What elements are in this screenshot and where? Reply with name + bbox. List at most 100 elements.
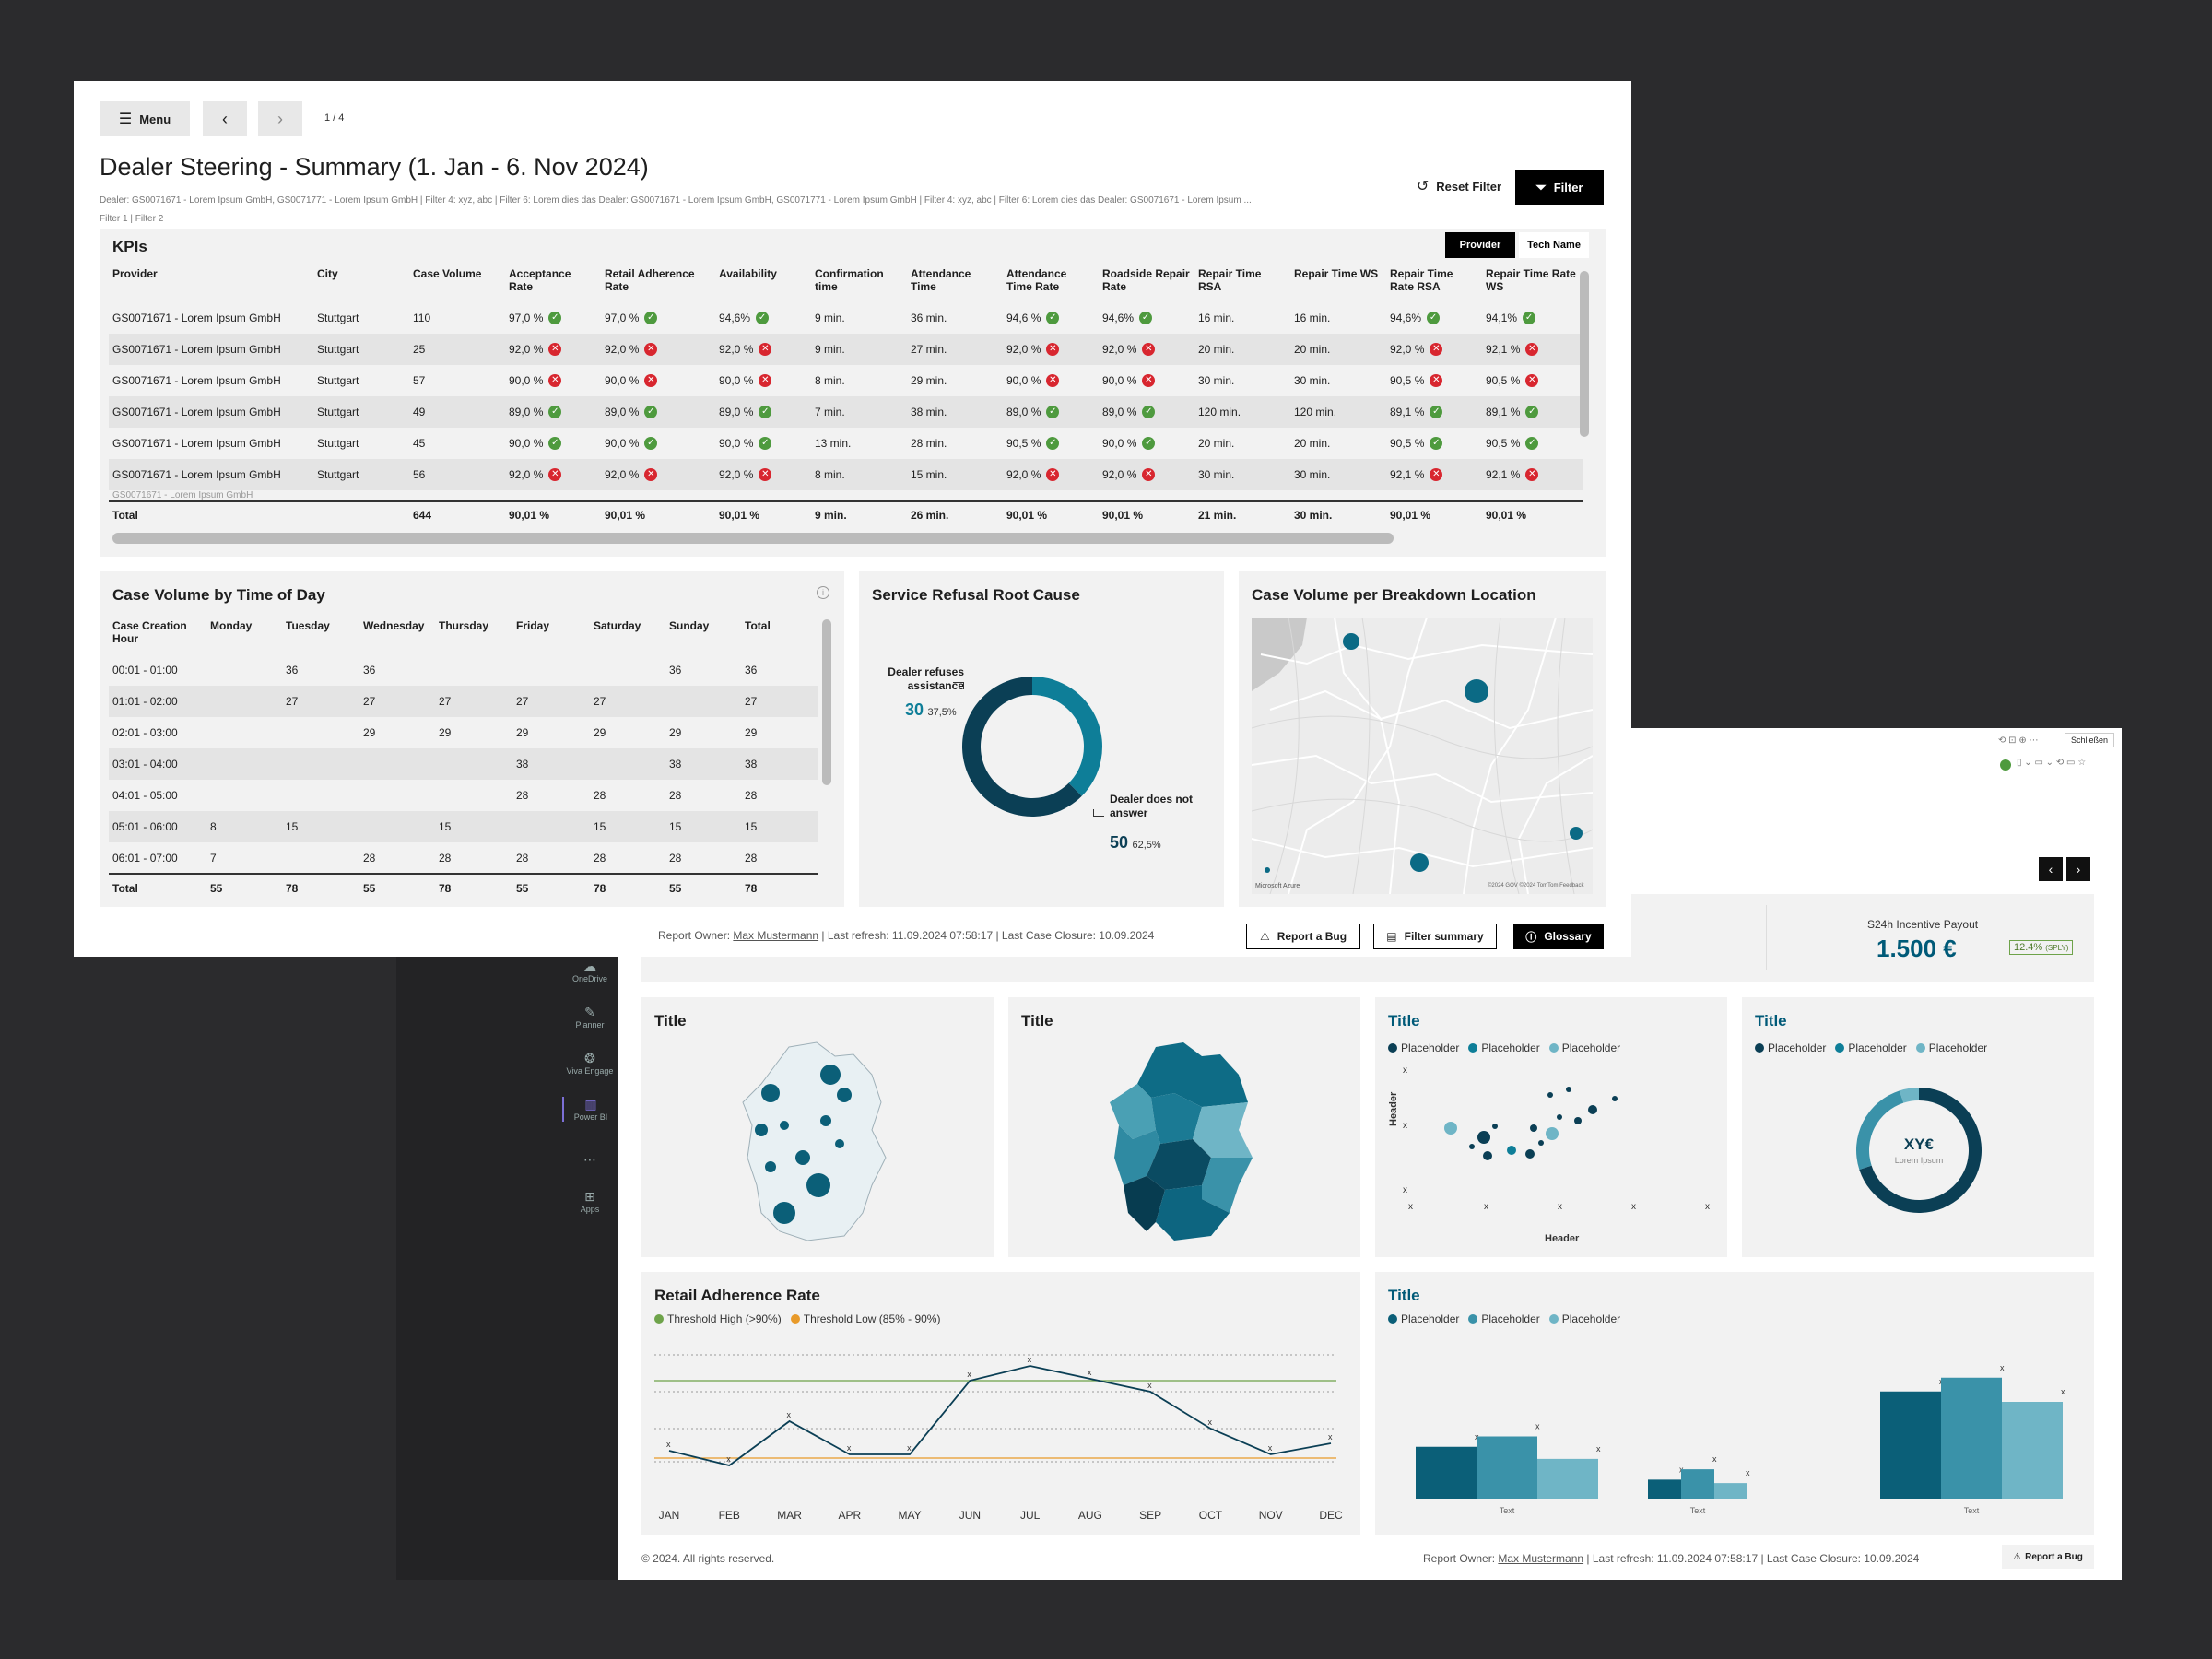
kpi-column-header[interactable]: Roadside Repair Rate	[1102, 267, 1190, 293]
report-bug-button[interactable]: ⚠ Report a Bug	[2002, 1545, 2094, 1569]
data-point-marker[interactable]: x	[1088, 1368, 1092, 1377]
donut-slice[interactable]	[1899, 1088, 1919, 1103]
kpi-column-header[interactable]: Attendance Time	[911, 267, 971, 293]
case-volume-column-header[interactable]: Sunday	[669, 619, 710, 632]
sidebar-item-apps[interactable]: ⊞ Apps	[562, 1189, 618, 1214]
filter-button[interactable]: ⏷ Filter	[1515, 170, 1604, 205]
case-volume-column-header[interactable]: Tuesday	[286, 619, 330, 632]
donut-chart[interactable]	[1854, 1086, 1983, 1215]
table-row[interactable]: 06:01 - 07:00 7 28 28 28 28 28 28	[109, 842, 818, 874]
kpi-column-header[interactable]: Repair Time Rate RSA	[1390, 267, 1453, 293]
filter-summary-button[interactable]: ▤ Filter summary	[1373, 924, 1497, 949]
owner-link[interactable]: Max Mustermann	[1498, 1552, 1584, 1565]
report-bug-button[interactable]: ⚠ Report a Bug	[1246, 924, 1360, 949]
data-point-marker[interactable]: x	[726, 1454, 731, 1464]
kpi-column-header[interactable]: Retail Adherence Rate	[605, 267, 695, 293]
data-point-marker[interactable]: x	[1028, 1355, 1032, 1364]
legend-item[interactable]: Placeholder	[1915, 1041, 1987, 1054]
kpi-column-header[interactable]: Provider	[112, 267, 158, 280]
bar[interactable]	[1477, 1436, 1537, 1500]
prev-page-button[interactable]: ‹	[2039, 857, 2063, 881]
refusal-slice[interactable]	[962, 677, 1082, 817]
info-icon[interactable]: i	[817, 586, 830, 599]
case-volume-column-header[interactable]: Case Creation Hour	[112, 619, 187, 645]
legend-item[interactable]: Placeholder	[1548, 1312, 1620, 1325]
table-row[interactable]: GS0071671 - Lorem Ipsum GmbH Stuttgart 57 9…	[109, 365, 1583, 396]
case-volume-column-header[interactable]: Wednesday	[363, 619, 425, 632]
kpi-column-header[interactable]: Acceptance Rate	[509, 267, 571, 293]
data-point-marker[interactable]: x	[1328, 1432, 1333, 1441]
owner-link[interactable]: Max Mustermann	[733, 929, 819, 942]
next-page-button[interactable]: ›	[258, 101, 302, 136]
table-row[interactable]: 05:01 - 06:00 8 15 15 15 15 15	[109, 811, 818, 842]
table-row[interactable]: 04:01 - 05:00 28 28 28 28	[109, 780, 818, 811]
data-point-marker[interactable]: x	[666, 1440, 671, 1449]
germany-choropleth-map[interactable]	[1100, 1038, 1266, 1250]
retail-line-chart[interactable]: x x x x x x x x x x x x JAN FEB MAR APR MAY JUN JUL AUG SEP O…	[654, 1342, 1346, 1526]
bar[interactable]	[1681, 1469, 1714, 1499]
filter-tags[interactable]: Filter 1 | Filter 2	[100, 214, 164, 224]
sidebar-item-onedrive[interactable]: ☁ OneDrive	[562, 959, 618, 983]
sidebar-item-power-bi[interactable]: ▥ Power BI	[562, 1097, 618, 1122]
bar[interactable]	[1941, 1377, 2002, 1499]
legend-item[interactable]: Threshold High (>90%)	[654, 1312, 782, 1325]
legend-item[interactable]: Placeholder	[1835, 1041, 1907, 1054]
kpi-column-header[interactable]: Repair Time Rate WS	[1486, 267, 1576, 293]
menu-button[interactable]: ☰ Menu	[100, 101, 190, 136]
data-point-marker[interactable]: x	[907, 1443, 912, 1453]
legend-item[interactable]: Placeholder	[1388, 1041, 1459, 1054]
table-row[interactable]: 00:01 - 01:00 36 36 36 36	[109, 654, 818, 686]
table-row[interactable]: GS0071671 - Lorem Ipsum GmbH Stuttgart 25 9…	[109, 334, 1583, 365]
case-volume-column-header[interactable]: Total	[745, 619, 771, 632]
case-volume-column-header[interactable]: Friday	[516, 619, 550, 632]
kpi-column-header[interactable]: Case Volume	[413, 267, 482, 280]
grouped-bar-chart[interactable]: xxxTextxxxTextxxxText	[1388, 1342, 2079, 1526]
table-row[interactable]: 02:01 - 03:00 29 29 29 29 29 29	[109, 717, 818, 748]
kpi-column-header[interactable]: Confirmation time	[815, 267, 884, 293]
toggle-tech-name[interactable]: Tech Name	[1519, 232, 1589, 258]
bar[interactable]	[2002, 1402, 2063, 1499]
legend-item[interactable]: Placeholder	[1468, 1041, 1540, 1054]
kpi-column-header[interactable]: Attendance Time Rate	[1006, 267, 1067, 293]
kpi-column-header[interactable]: Repair Time WS	[1294, 267, 1379, 280]
bar[interactable]	[1880, 1391, 1941, 1499]
data-point-marker[interactable]: x	[1207, 1418, 1212, 1427]
kpi-column-header[interactable]: Repair Time RSA	[1198, 267, 1262, 293]
donut-slice[interactable]	[1856, 1090, 1904, 1171]
legend-item[interactable]: Placeholder	[1548, 1041, 1620, 1054]
sidebar-item-viva-engage[interactable]: ❂ Viva Engage	[562, 1051, 618, 1076]
vertical-scrollbar[interactable]	[1580, 271, 1589, 437]
table-row[interactable]: GS0071671 - Lorem Ipsum GmbH Stuttgart 45 9…	[109, 428, 1583, 459]
bar[interactable]	[1416, 1446, 1477, 1499]
bar[interactable]	[1714, 1483, 1747, 1499]
toggle-provider[interactable]: Provider	[1445, 232, 1515, 258]
sidebar-item-planner[interactable]: ✎ Planner	[562, 1005, 618, 1030]
bar[interactable]	[1537, 1458, 1598, 1499]
reset-filter-button[interactable]: ↺ Reset Filter	[1416, 179, 1502, 194]
legend-item[interactable]: Threshold Low (85% - 90%)	[790, 1312, 940, 1325]
data-point-marker[interactable]: x	[787, 1410, 792, 1419]
retail-series-line[interactable]	[668, 1365, 1332, 1466]
case-volume-column-header[interactable]: Saturday	[594, 619, 641, 632]
close-button[interactable]: Schließen	[2065, 733, 2115, 747]
vertical-scrollbar[interactable]	[822, 619, 831, 785]
refusal-donut-chart[interactable]	[959, 673, 1106, 820]
kpi-column-header[interactable]: Availability	[719, 267, 777, 280]
more-icon[interactable]: ⋯	[583, 1152, 596, 1167]
data-point-marker[interactable]: x	[847, 1443, 852, 1453]
data-point-marker[interactable]: x	[1147, 1381, 1152, 1390]
table-row[interactable]: GS0071671 - Lorem Ipsum GmbH Stuttgart 110…	[109, 302, 1583, 334]
refusal-slice[interactable]	[1032, 677, 1102, 796]
legend-item[interactable]: Placeholder	[1388, 1312, 1459, 1325]
prev-page-button[interactable]: ‹	[203, 101, 247, 136]
table-row[interactable]: GS0071671 - Lorem Ipsum GmbH Stuttgart 56 9…	[109, 459, 1583, 490]
bar[interactable]	[1648, 1479, 1681, 1499]
kpi-column-header[interactable]: City	[317, 267, 338, 280]
glossary-button[interactable]: ⓘ Glossary	[1513, 924, 1604, 949]
scatter-plot[interactable]: x x x x x x x x	[1403, 1062, 1716, 1228]
table-row[interactable]: 01:01 - 02:00 27 27 27 27 27 27	[109, 686, 818, 717]
data-point-marker[interactable]: x	[1268, 1443, 1273, 1453]
legend-item[interactable]: Placeholder	[1755, 1041, 1826, 1054]
data-point-marker[interactable]: x	[967, 1370, 971, 1379]
legend-item[interactable]: Placeholder	[1468, 1312, 1540, 1325]
